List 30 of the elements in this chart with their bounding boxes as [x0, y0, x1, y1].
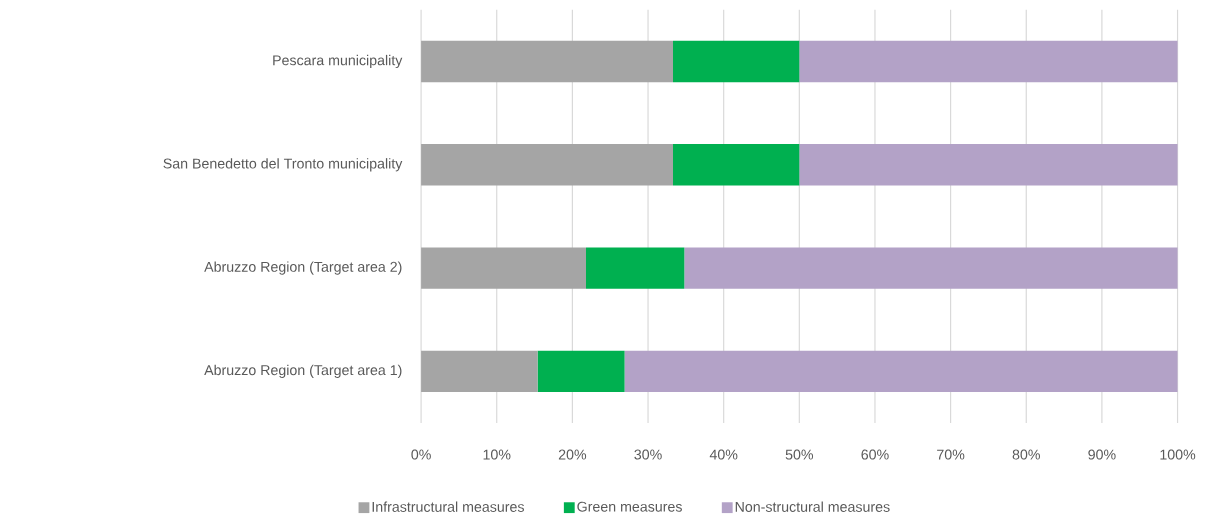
y-tick-label: Abruzzo Region (Target area 2) [204, 261, 402, 275]
x-tick-label: 0% [411, 449, 431, 460]
bar [684, 247, 1178, 289]
x-tick-label: 30% [634, 449, 662, 460]
legend-label: Green measures [577, 501, 682, 512]
legend-label: Infrastructural measures [372, 501, 524, 512]
x-tick-label: 10% [483, 449, 511, 460]
y-tick-label: San Benedetto del Tronto municipality [163, 157, 403, 172]
y-tick-label: Abruzzo Region (Target area 1) [204, 364, 402, 378]
bar [799, 40, 1178, 82]
x-tick-label: 20% [558, 449, 587, 460]
x-tick-label: 70% [937, 449, 965, 460]
bar [799, 143, 1178, 186]
x-tick-label: 60% [861, 449, 889, 460]
bar [586, 247, 685, 289]
bar [421, 143, 673, 186]
x-tick-label: 40% [709, 449, 738, 460]
x-tick-label: 90% [1088, 449, 1116, 460]
x-tick-label: 100% [1160, 449, 1196, 460]
bar [624, 350, 1178, 392]
bar [421, 40, 673, 82]
bar [421, 350, 538, 392]
bar [421, 247, 586, 289]
y-tick-label: Pescara municipality [273, 54, 403, 68]
bar [672, 40, 800, 82]
x-tick-label: 50% [785, 449, 814, 460]
legend-label: Non-structural measures [735, 501, 890, 512]
bar [672, 143, 800, 186]
bar [537, 350, 625, 392]
x-tick-label: 80% [1012, 449, 1040, 460]
